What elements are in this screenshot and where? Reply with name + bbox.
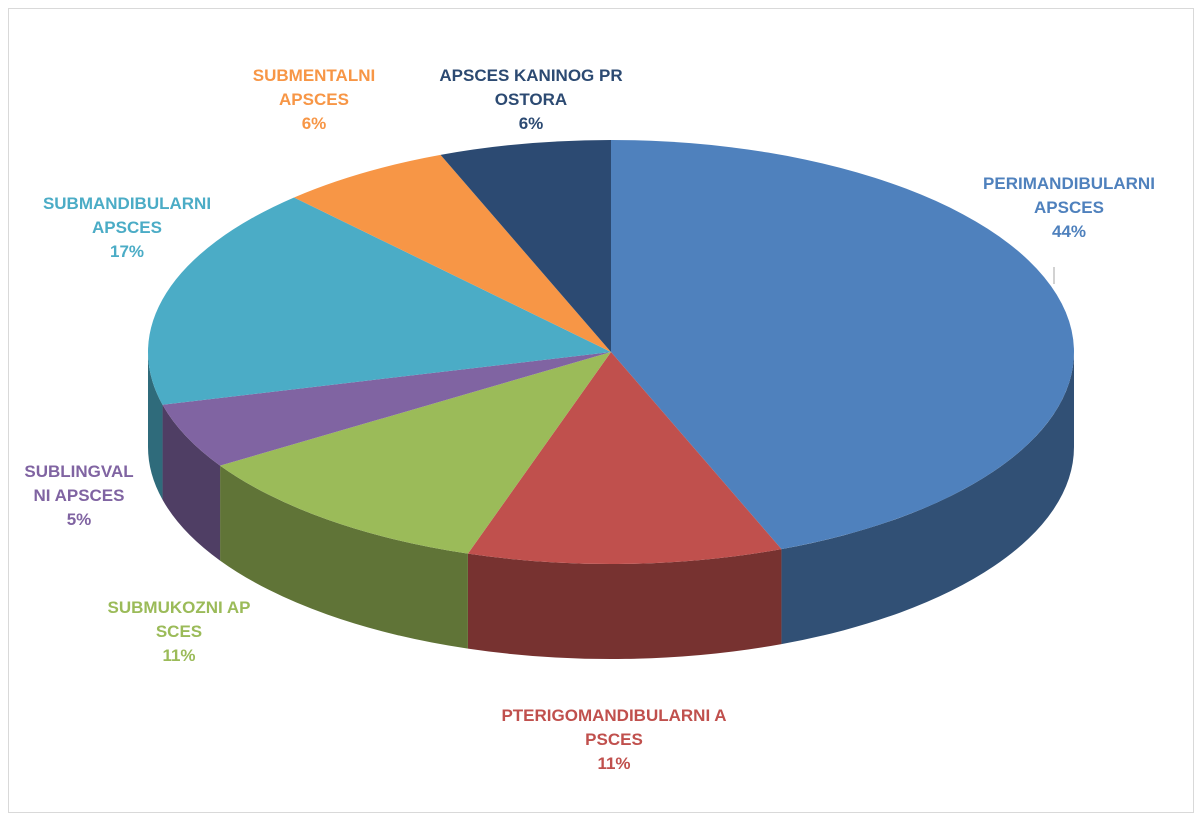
percent-label: 6% [301,114,327,133]
data-label: PTERIGOMANDIBULARNI APSCES 11% [499,704,729,776]
data-label: PERIMANDIBULARNI APSCES 44% [982,172,1157,244]
pie-slice-side [781,352,1074,645]
category-label: APSCES KANINOG PROSTORA [439,66,623,109]
pie-slice [220,352,611,554]
category-label: SUBLINGVALNI APSCES [24,462,134,505]
data-label: SUBLINGVALNI APSCES 5% [19,460,139,532]
data-label: SUBMENTALNI APSCES 6% [247,64,382,136]
percent-label: 44% [1051,222,1087,241]
pie-slice [611,140,1075,550]
percent-label: 6% [518,114,544,133]
data-label: SUBMUKOZNI APSCES 11% [104,596,254,668]
percent-label: 17% [109,242,145,261]
data-label: SUBMANDIBULARNI APSCES 17% [37,192,217,264]
data-label: APSCES KANINOG PROSTORA 6% [436,64,626,136]
category-label: PTERIGOMANDIBULARNI APSCES [501,706,727,749]
pie-slice [467,352,782,564]
pie-slice [294,154,611,352]
category-label: PERIMANDIBULARNI APSCES [983,174,1155,217]
pie-slice-side [220,465,468,649]
pie-slice [440,140,611,352]
pie-slice-side [162,404,221,561]
percent-label: 11% [162,646,196,665]
pie-chart [148,140,1075,659]
percent-label: 5% [66,510,92,529]
category-label: SUBMENTALNI APSCES [252,66,376,109]
pie-slice [148,197,612,405]
category-label: SUBMUKOZNI APSCES [107,598,251,641]
pie-slice-side [467,549,782,659]
category-label: SUBMANDIBULARNI APSCES [42,194,212,237]
pie-slice [162,352,611,466]
percent-label: 11% [597,754,631,773]
pie-slice-side [148,352,163,500]
chart-frame: PERIMANDIBULARNI APSCES 44% PTERIGOMANDIBU… [8,8,1194,813]
